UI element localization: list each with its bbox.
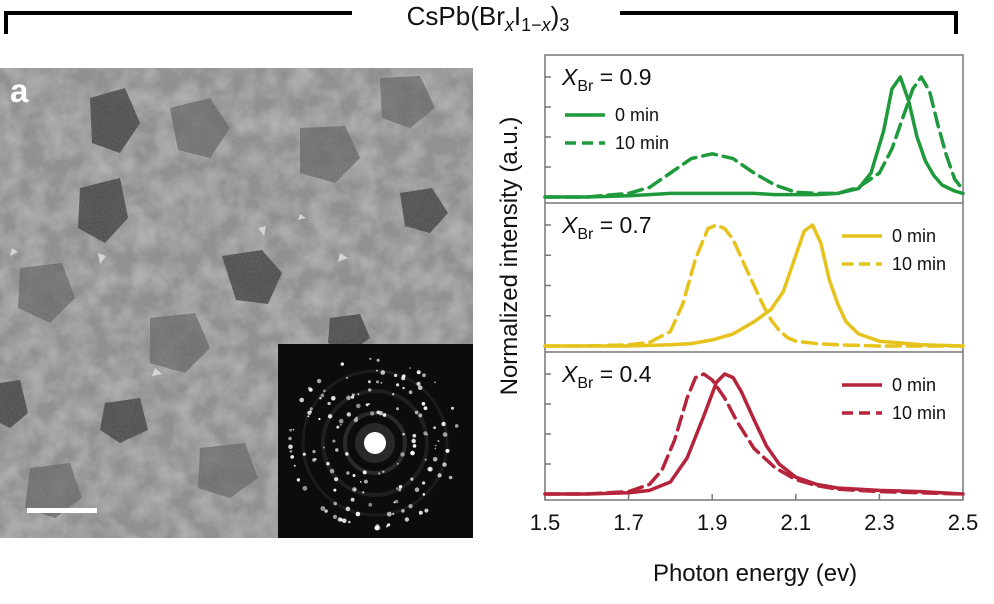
series-line-2-1 [543, 223, 965, 348]
legend-label: 0 min [615, 105, 659, 125]
series-line-3-2 [543, 372, 965, 496]
plot-frame [544, 54, 964, 501]
x-tick-label: 2.5 [948, 510, 979, 535]
x-tick-labels: 1.5 1.7 1.9 2.1 2.3 2.5 [530, 510, 979, 535]
x-tick-label: 1.9 [697, 510, 728, 535]
x-axis-title: Photon energy (ev) [653, 560, 857, 587]
legend-label: 10 min [892, 254, 946, 274]
tem-micrograph [0, 68, 473, 538]
diffraction-pattern [278, 344, 473, 538]
series-line-1-1 [543, 75, 965, 199]
x-tick-label: 1.5 [530, 510, 561, 535]
y-tick-marks [545, 76, 551, 465]
compound-bracket [4, 11, 958, 34]
panel-label-xbr: XBr = 0.7 [561, 212, 652, 243]
panel-label-xbr: XBr = 0.9 [561, 64, 652, 95]
panel-labels: XBr = 0.9 XBr = 0.7 XBr = 0.4 [561, 64, 652, 392]
x-tick-label: 2.3 [864, 510, 895, 535]
panel-label-xbr: XBr = 0.4 [561, 361, 652, 392]
series-line-3-1 [543, 372, 965, 496]
compound-title: CsPb(BrxI1−x)3 [407, 1, 570, 35]
series-line-2-2 [543, 223, 965, 348]
legend-label: 0 min [892, 375, 936, 395]
x-tick-label: 1.7 [613, 510, 644, 535]
scale-bar [27, 508, 97, 513]
micrograph-image [0, 68, 473, 538]
diffraction-inset [278, 344, 473, 538]
legends: 0 min 10 min 0 min 10 min 0 min 10 min [565, 105, 946, 423]
y-axis-title: Normalized intensity (a.u.) [496, 117, 523, 396]
curves [543, 75, 965, 496]
x-tick-marks [544, 494, 964, 500]
legend-label: 10 min [892, 403, 946, 423]
legend-label: 10 min [615, 133, 669, 153]
series-line-1-2 [543, 75, 965, 199]
panel-label: a [10, 72, 29, 109]
legend-label: 0 min [892, 226, 936, 246]
x-tick-label: 2.1 [781, 510, 812, 535]
